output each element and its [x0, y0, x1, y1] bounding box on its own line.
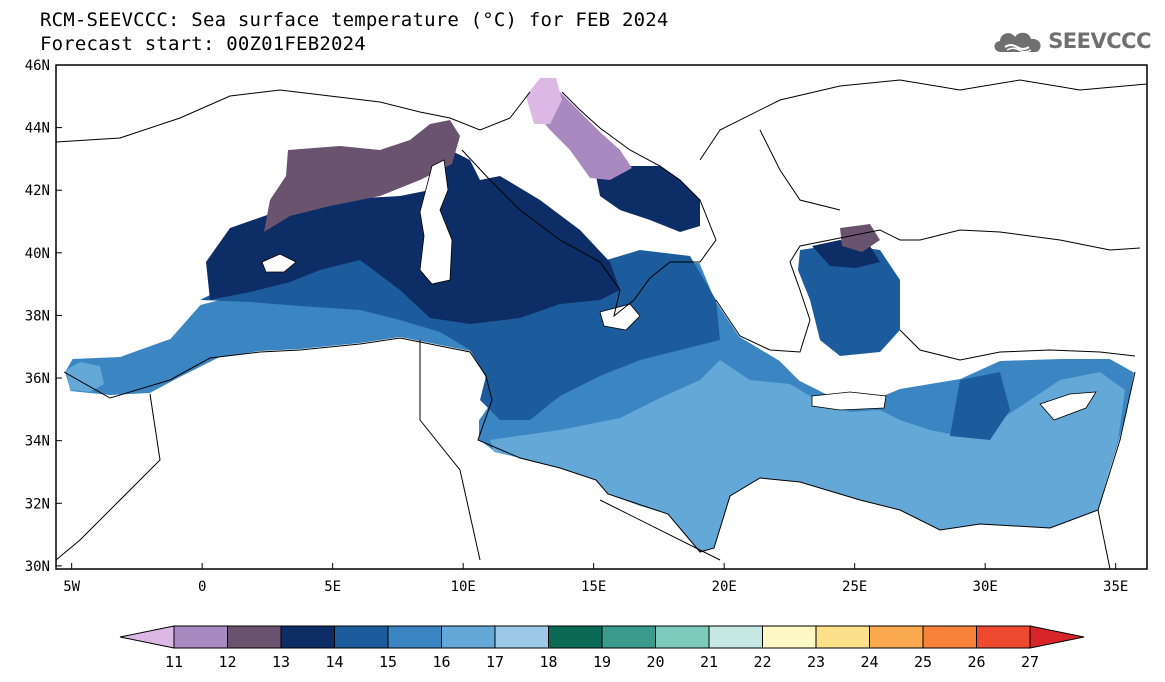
- corsica-sardinia-island: [419, 159, 453, 285]
- lon-tick-label: 5W: [63, 579, 80, 595]
- colorbar-box: [280, 625, 335, 649]
- sea-12-13-gulf-of-lion: [264, 120, 460, 232]
- map-title: RCM-SEEVCCC: Sea surface temperature (°C…: [40, 9, 669, 31]
- colorbar-label: 14: [325, 653, 343, 671]
- logo-text: SEEVCCC: [1048, 29, 1151, 53]
- colorbar-label: 17: [486, 653, 504, 671]
- lon-tick-label: 5E: [324, 579, 341, 595]
- colorbar-label: 13: [272, 653, 290, 671]
- lon-tick-label: 25E: [842, 579, 867, 595]
- lon-tick-label: 0: [198, 579, 206, 595]
- forecast-start-subtitle: Forecast start: 00Z01FEB2024: [40, 33, 366, 55]
- colorbar-box: [601, 625, 656, 649]
- lat-tick-label: 42N: [25, 183, 50, 199]
- seevccc-logo: SEEVCCC: [991, 24, 1151, 58]
- cloud-logo-icon: [994, 32, 1041, 53]
- colorbar-label: 12: [218, 653, 236, 671]
- colorbar-box: [655, 625, 710, 649]
- colorbar-label: 24: [860, 653, 878, 671]
- colorbar-box: [708, 625, 763, 649]
- lat-tick-label: 36N: [25, 371, 50, 387]
- colorbar-box: [548, 625, 603, 649]
- balearic-islands: [261, 253, 297, 273]
- sst-field: [62, 78, 1137, 554]
- coastlines: [56, 79, 1147, 569]
- sst-map: 5W 0 5E 10E 15E 20E 25E 30E 35E 30N 32N 34N 36N 38N 40…: [25, 58, 1148, 595]
- colorbar-label: 23: [807, 653, 825, 671]
- sea-16-17-alboran: [66, 362, 104, 392]
- colorbar-label: 15: [379, 653, 397, 671]
- colorbar-label: 27: [1021, 653, 1039, 671]
- colorbar-label: 20: [646, 653, 664, 671]
- colorbar-box: [762, 625, 817, 649]
- sea-lt11-adriatic: [526, 78, 562, 124]
- colorbar-label: 21: [700, 653, 718, 671]
- colorbar-label: 25: [914, 653, 932, 671]
- colorbar-low-triangle: [119, 625, 175, 649]
- colorbar-label: 16: [432, 653, 450, 671]
- lon-tick-label: 15E: [581, 579, 606, 595]
- lon-tick-label: 20E: [712, 579, 737, 595]
- sea-12-13-marmara: [840, 224, 880, 252]
- sea-16-17-region: [490, 360, 1125, 552]
- lon-tick-label: 35E: [1103, 579, 1128, 595]
- colorbar-box: [387, 625, 442, 649]
- colorbar-high-triangle: [1029, 625, 1085, 649]
- colorbar-box: [494, 625, 549, 649]
- cyprus-island: [1039, 391, 1097, 421]
- colorbar-box: [815, 625, 870, 649]
- colorbar-label: 18: [539, 653, 557, 671]
- colorbar-label: 26: [967, 653, 985, 671]
- lat-tick-label: 34N: [25, 434, 50, 450]
- sea-13-14-region: [206, 150, 620, 324]
- sea-14-15-aegean: [798, 244, 900, 356]
- sea-13-14-adriatic: [596, 166, 700, 232]
- colorbar-label: 22: [753, 653, 771, 671]
- lon-tick-label: 30E: [973, 579, 998, 595]
- lat-tick-label: 46N: [25, 58, 50, 74]
- colorbar-box: [976, 625, 1031, 649]
- lat-tick-label: 40N: [25, 246, 50, 262]
- colorbar-box: [441, 625, 496, 649]
- colorbar-box: [334, 625, 389, 649]
- lat-tick-label: 38N: [25, 308, 50, 324]
- sicily-island: [599, 303, 641, 331]
- lat-tick-label: 30N: [25, 559, 50, 575]
- colorbar-box: [869, 625, 924, 649]
- colorbar-box: [173, 625, 228, 649]
- colorbar-label: 19: [593, 653, 611, 671]
- colorbar-box: [227, 625, 282, 649]
- map-frame: [55, 64, 1148, 570]
- lat-tick-label: 32N: [25, 496, 50, 512]
- lat-tick-label: 44N: [25, 121, 50, 137]
- crete-island: [811, 391, 887, 411]
- colorbar-box: [922, 625, 977, 649]
- colorbar-label: 11: [165, 653, 183, 671]
- lon-tick-label: 10E: [451, 579, 476, 595]
- sea-11-12-adriatic: [538, 92, 632, 180]
- axis-ticks: 5W 0 5E 10E 15E 20E 25E 30E 35E 30N 32N 34N 36N 38N 40…: [25, 58, 1129, 595]
- sea-14-15-levant: [950, 372, 1010, 440]
